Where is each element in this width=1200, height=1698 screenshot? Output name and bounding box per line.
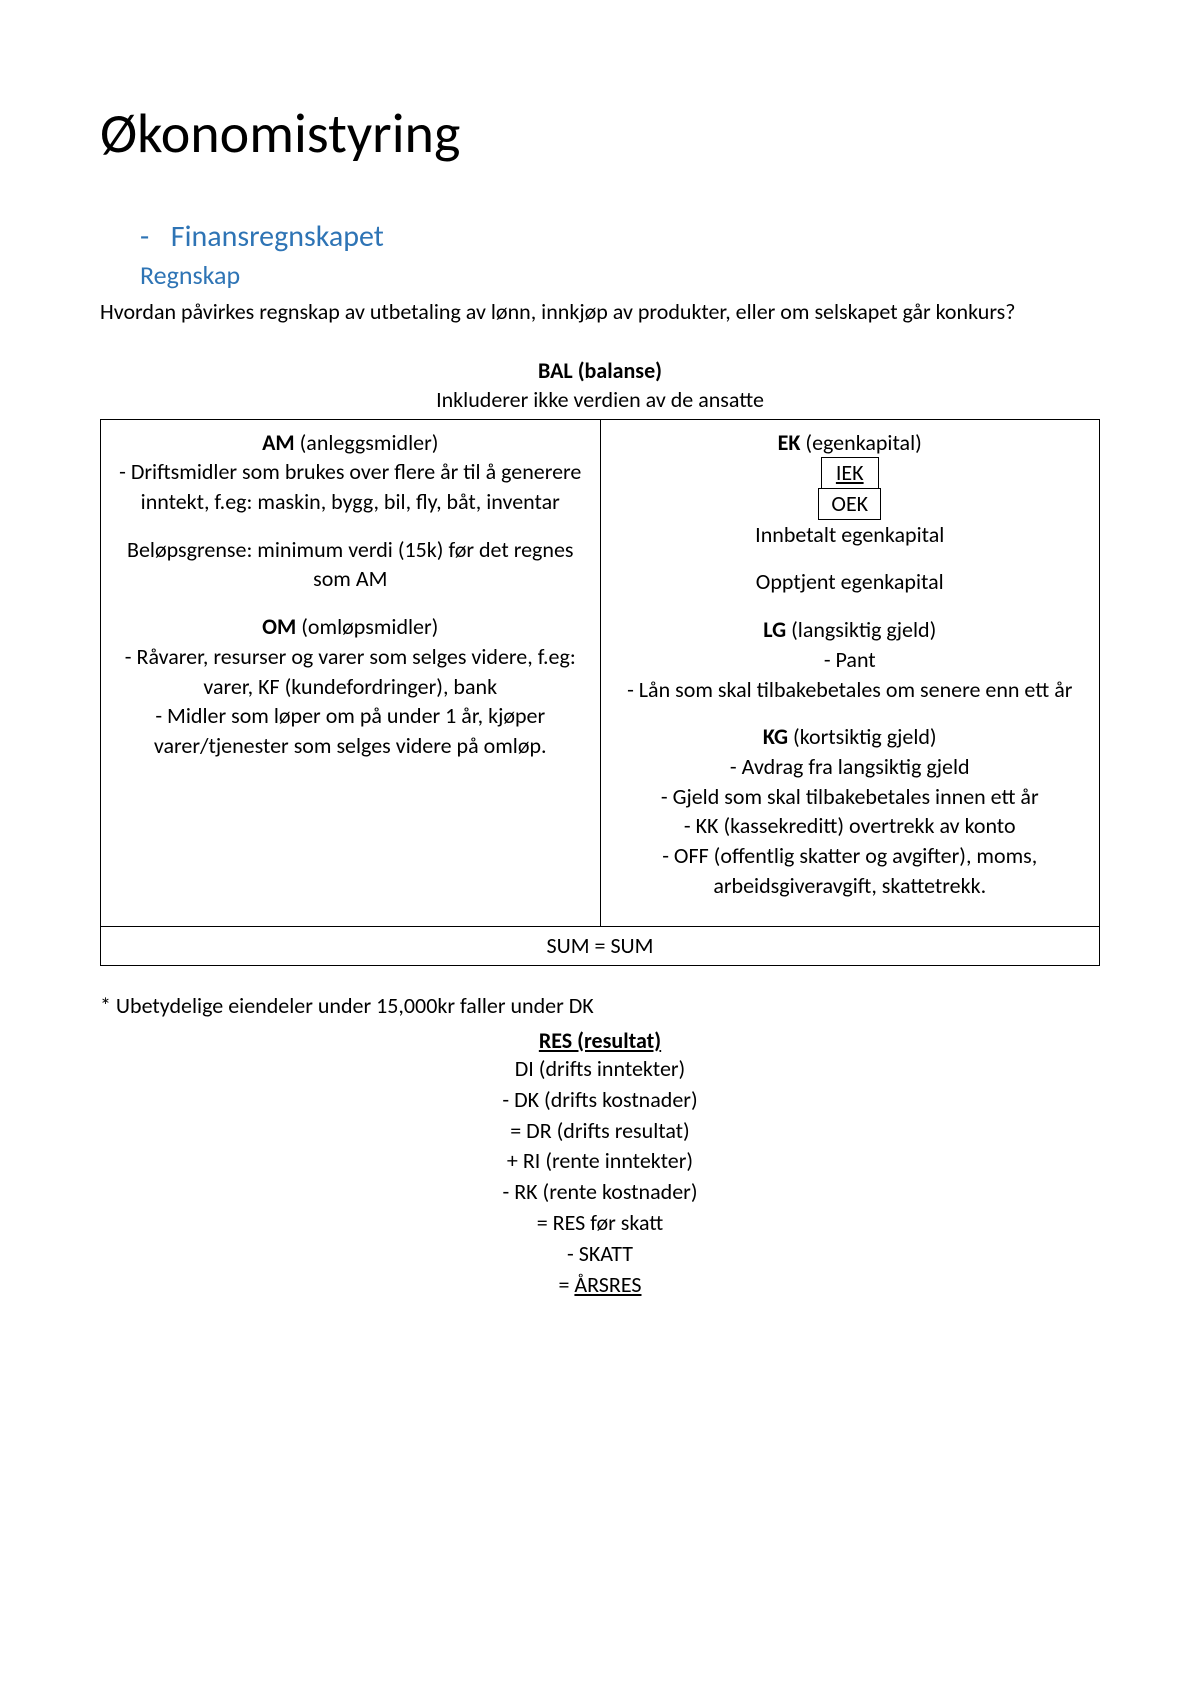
bal-title-bold: BAL <box>538 357 573 384</box>
section-dash: - <box>140 218 164 255</box>
res-l1: DI (drifts inntekter) <box>100 1054 1100 1085</box>
am-label-rest: (anleggsmidler) <box>295 429 439 456</box>
om-label: OM <box>262 613 296 640</box>
kg-line4: - OFF (offentlig skatter og avgifter), m… <box>615 841 1086 900</box>
ek-label: EK <box>778 429 801 456</box>
sum-row: SUM = SUM <box>101 927 1100 966</box>
balance-left-cell: AM (anleggsmidler) - Driftsmidler som br… <box>101 419 601 927</box>
res-l4: + RI (rente inntekter) <box>100 1146 1100 1177</box>
innbetalt-ek: Innbetalt egenkapital <box>615 520 1086 550</box>
res-title: RES (resultat) <box>100 1027 1100 1054</box>
section-heading-text: Finansregnskapet <box>171 218 384 255</box>
kg-line3: - KK (kassekreditt) overtrekk av konto <box>615 811 1086 841</box>
res-l7: - SKATT <box>100 1239 1100 1270</box>
bal-subtitle: Inkluderer ikke verdien av de ansatte <box>100 386 1100 413</box>
subheading: Regnskap <box>100 259 1100 291</box>
kg-line1: - Avdrag fra langsiktig gjeld <box>615 752 1086 782</box>
kg-line2: - Gjeld som skal tilbakebetales innen et… <box>615 782 1086 812</box>
oek-box: OEK <box>818 488 881 520</box>
res-l8: = ÅRSRES <box>100 1270 1100 1301</box>
kg-label-rest: (kortsiktig gjeld) <box>788 723 937 750</box>
balance-right-cell: EK (egenkapital) IEK OEK Innbetalt egenk… <box>600 419 1100 927</box>
lg-label: LG <box>763 616 786 643</box>
om-label-rest: (omløpsmidler) <box>296 613 438 640</box>
res-l3: = DR (drifts resultat) <box>100 1116 1100 1147</box>
am-limit: Beløpsgrense: minimum verdi (15k) før de… <box>115 535 586 594</box>
res-l6: = RES før skatt <box>100 1208 1100 1239</box>
spacer <box>615 549 1086 567</box>
lg-label-rest: (langsiktig gjeld) <box>786 616 936 643</box>
lg-line1: - Pant <box>615 645 1086 675</box>
am-label: AM <box>262 429 295 456</box>
am-desc: - Driftsmidler som brukes over flere år … <box>115 457 586 516</box>
lg-line2: - Lån som skal tilbakebetales om senere … <box>615 675 1086 705</box>
footnote: * Ubetydelige eiendeler under 15,000kr f… <box>100 992 1100 1019</box>
res-lines: DI (drifts inntekter) - DK (drifts kostn… <box>100 1054 1100 1300</box>
opptjent-ek: Opptjent egenkapital <box>615 567 1086 597</box>
section-heading: - Finansregnskapet <box>100 218 1100 255</box>
kg-label: KG <box>763 723 788 750</box>
balance-table: AM (anleggsmidler) - Driftsmidler som br… <box>100 419 1100 966</box>
iek-box: IEK <box>821 457 879 488</box>
res-l5: - RK (rente kostnader) <box>100 1177 1100 1208</box>
page-title: Økonomistyring <box>100 100 1100 168</box>
bal-title: BAL (balanse) <box>100 357 1100 384</box>
bal-title-rest: (balanse) <box>573 357 662 384</box>
om-desc1: - Råvarer, resurser og varer som selges … <box>115 642 586 701</box>
ek-label-rest: (egenkapital) <box>800 429 921 456</box>
res-l8-underline: ÅRSRES <box>574 1271 641 1298</box>
om-desc2: - Midler som løper om på under 1 år, kjø… <box>115 701 586 760</box>
intro-paragraph: Hvordan påvirkes regnskap av utbetaling … <box>100 297 1100 327</box>
res-l2: - DK (drifts kostnader) <box>100 1085 1100 1116</box>
